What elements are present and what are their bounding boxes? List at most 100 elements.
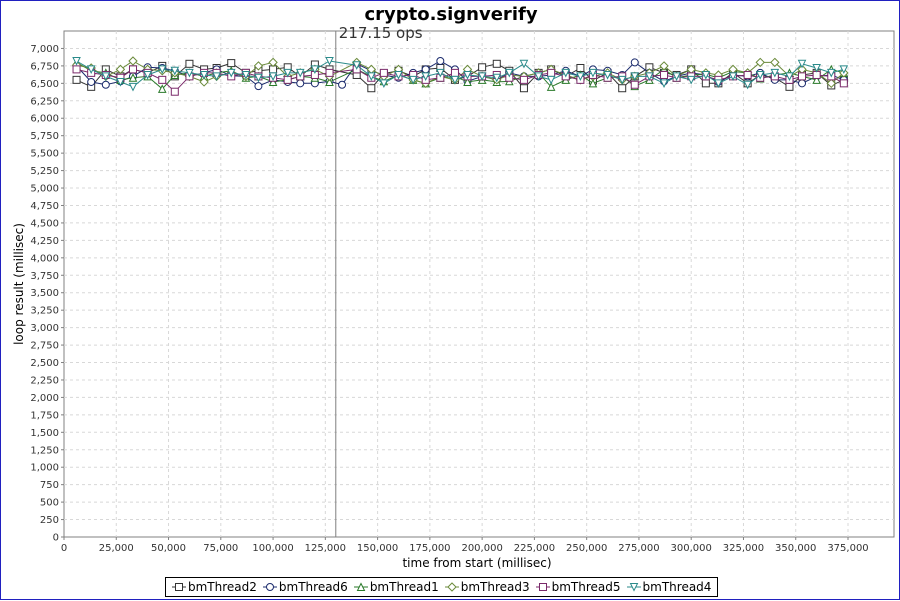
data-point bbox=[797, 59, 807, 69]
data-point bbox=[87, 77, 96, 86]
y-tick-label: 1,500 bbox=[30, 428, 59, 439]
legend-item-bmThread3: bmThread3 bbox=[444, 580, 530, 594]
data-point bbox=[199, 70, 209, 80]
data-point bbox=[686, 75, 696, 85]
legend-marker bbox=[447, 582, 457, 592]
y-tick-label: 2,250 bbox=[30, 375, 59, 386]
data-point bbox=[534, 72, 543, 81]
data-point bbox=[128, 56, 138, 66]
x-tick-label: 325,000 bbox=[723, 543, 764, 554]
data-point bbox=[588, 78, 598, 88]
data-point bbox=[463, 70, 472, 80]
data-point bbox=[659, 79, 669, 88]
data-point bbox=[436, 68, 445, 78]
x-tick-label: 25,000 bbox=[99, 543, 134, 554]
y-tick-label: 5,750 bbox=[30, 131, 59, 142]
x-tick-label: 200,000 bbox=[461, 543, 502, 554]
y-tick-label: 5,500 bbox=[30, 149, 59, 160]
legend-swatch-icon bbox=[353, 582, 368, 591]
y-tick-label: 4,250 bbox=[30, 236, 59, 247]
data-point bbox=[352, 61, 362, 70]
legend-item-bmThread2: bmThread2 bbox=[172, 580, 257, 594]
data-point bbox=[226, 68, 236, 78]
data-point bbox=[394, 70, 403, 80]
data-point bbox=[86, 65, 96, 75]
data-point bbox=[660, 70, 669, 79]
data-point bbox=[157, 84, 167, 93]
legend-swatch-icon bbox=[535, 583, 550, 591]
data-point bbox=[450, 75, 460, 85]
data-point bbox=[701, 70, 711, 80]
data-point bbox=[618, 84, 627, 93]
legend-label: bmThread3 bbox=[460, 580, 530, 594]
data-point bbox=[546, 75, 556, 85]
legend-label: bmThread2 bbox=[188, 580, 257, 594]
y-tick-label: 6,750 bbox=[30, 61, 59, 72]
data-point bbox=[505, 68, 514, 78]
y-tick-label: 6,500 bbox=[30, 79, 59, 90]
data-point bbox=[115, 64, 126, 75]
series-bmThread4 bbox=[72, 57, 849, 92]
data-point bbox=[72, 75, 81, 84]
x-axis-label: time from start (millisec) bbox=[402, 556, 551, 570]
data-point bbox=[826, 68, 836, 78]
data-point bbox=[645, 72, 654, 81]
data-point bbox=[701, 79, 710, 88]
data-point bbox=[755, 57, 765, 68]
legend-swatch-icon bbox=[172, 583, 186, 591]
data-point bbox=[826, 78, 836, 89]
data-point bbox=[839, 79, 848, 88]
legend-label: bmThread1 bbox=[369, 580, 439, 594]
data-point bbox=[812, 63, 821, 73]
data-point bbox=[101, 80, 110, 89]
y-tick-label: 2,500 bbox=[30, 358, 59, 369]
data-point bbox=[143, 70, 152, 80]
data-point bbox=[561, 68, 571, 78]
legend-marker bbox=[265, 583, 274, 591]
data-point bbox=[728, 72, 738, 81]
y-axis-ticks: 0 250 500 750 1,000 1,250 1,500 1,750 2,000 2,250… bbox=[30, 44, 64, 544]
data-point bbox=[367, 72, 376, 81]
x-tick-label: 125,000 bbox=[305, 543, 346, 554]
x-tick-label: 150,000 bbox=[357, 543, 398, 554]
y-tick-label: 5,250 bbox=[30, 166, 59, 177]
data-point bbox=[743, 70, 752, 79]
data-point bbox=[546, 82, 556, 91]
x-tick-label: 50,000 bbox=[151, 543, 186, 554]
data-point bbox=[268, 77, 278, 86]
x-tick-label: 350,000 bbox=[775, 543, 816, 554]
y-tick-label: 750 bbox=[40, 480, 59, 491]
legend-label: bmThread4 bbox=[642, 580, 712, 594]
data-point bbox=[785, 82, 794, 91]
y-tick-label: 2,000 bbox=[30, 393, 59, 404]
data-point bbox=[630, 58, 639, 67]
data-point bbox=[325, 77, 334, 86]
data-point bbox=[295, 68, 305, 78]
y-tick-label: 3,000 bbox=[30, 323, 59, 334]
data-point bbox=[630, 80, 639, 89]
data-point bbox=[798, 79, 807, 88]
data-point bbox=[603, 70, 612, 80]
data-point bbox=[338, 80, 347, 89]
data-point bbox=[325, 57, 334, 66]
x-tick-label: 100,000 bbox=[252, 543, 293, 554]
data-point bbox=[770, 57, 780, 68]
data-point bbox=[212, 72, 221, 81]
data-point bbox=[367, 84, 376, 93]
series-layer bbox=[71, 56, 849, 96]
data-point bbox=[463, 77, 472, 86]
y-tick-label: 4,500 bbox=[30, 218, 59, 229]
data-point bbox=[770, 68, 780, 78]
data-point bbox=[72, 65, 81, 74]
legend-item-bmThread1: bmThread1 bbox=[353, 580, 439, 594]
data-point bbox=[253, 61, 264, 71]
legend-marker bbox=[175, 583, 183, 591]
data-point bbox=[421, 72, 430, 81]
y-tick-label: 5,000 bbox=[30, 184, 59, 195]
data-point bbox=[128, 65, 137, 74]
data-point bbox=[128, 73, 138, 82]
data-point bbox=[492, 73, 502, 83]
annotation-label: 217.15 ops bbox=[339, 24, 423, 42]
